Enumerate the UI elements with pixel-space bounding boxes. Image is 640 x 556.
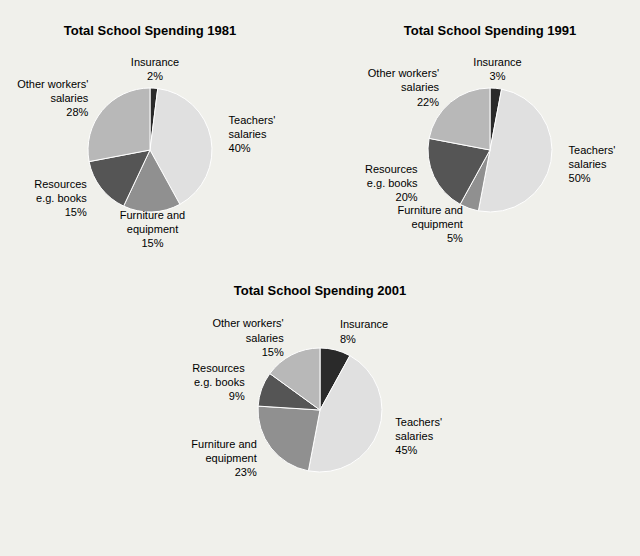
data-label: 3%: [490, 70, 506, 82]
category-label: Furniture andequipment: [397, 204, 462, 230]
data-label: 20%: [396, 191, 418, 203]
data-label: 45%: [395, 444, 417, 456]
pie-chart: Total School Spending 1981 Insurance 2% Tea…: [17, 23, 275, 249]
data-label: 15%: [141, 237, 163, 249]
category-label: Other workers'salaries: [368, 67, 440, 93]
category-label: Furniture andequipment: [120, 209, 185, 235]
data-label: 15%: [262, 346, 284, 358]
data-label: 22%: [417, 96, 439, 108]
pie-chart: Total School Spending 1991 Insurance 3% Tea…: [365, 23, 615, 244]
data-label: 23%: [235, 466, 257, 478]
data-label: 5%: [447, 232, 463, 244]
chart-title: Total School Spending 1991: [404, 23, 576, 38]
chart-title: Total School Spending 1981: [64, 23, 236, 38]
wedges: [258, 348, 382, 472]
chart-title: Total School Spending 2001: [234, 283, 406, 298]
data-label: 50%: [569, 172, 591, 184]
category-label: Insurance: [131, 56, 179, 68]
wedges: [428, 88, 552, 212]
data-label: 2%: [147, 70, 163, 82]
category-label: Teachers'salaries: [229, 114, 276, 140]
data-label: 28%: [66, 106, 88, 118]
category-label: Other workers'salaries: [212, 317, 284, 343]
category-label: Resourcese.g. books: [34, 178, 87, 204]
category-label: Teachers'salaries: [395, 416, 442, 442]
category-label: Furniture andequipment: [191, 438, 256, 464]
data-label: 8%: [340, 333, 356, 345]
category-label: Resourcese.g. books: [192, 362, 245, 388]
chart-canvas: Total School Spending 1981 Insurance 2% Tea…: [0, 0, 640, 556]
category-label: Insurance: [340, 318, 388, 330]
pie-wedge: [88, 88, 150, 162]
category-label: Insurance: [473, 56, 521, 68]
category-label: Resourcese.g. books: [365, 163, 418, 189]
pie-chart: Total School Spending 2001 Insurance 8% Tea…: [191, 283, 442, 478]
wedges: [88, 88, 212, 212]
data-label: 15%: [65, 206, 87, 218]
pie-wedge: [258, 406, 320, 471]
category-label: Other workers'salaries: [17, 78, 89, 104]
data-label: 40%: [229, 142, 251, 154]
data-label: 9%: [229, 390, 245, 402]
category-label: Teachers'salaries: [569, 144, 616, 170]
